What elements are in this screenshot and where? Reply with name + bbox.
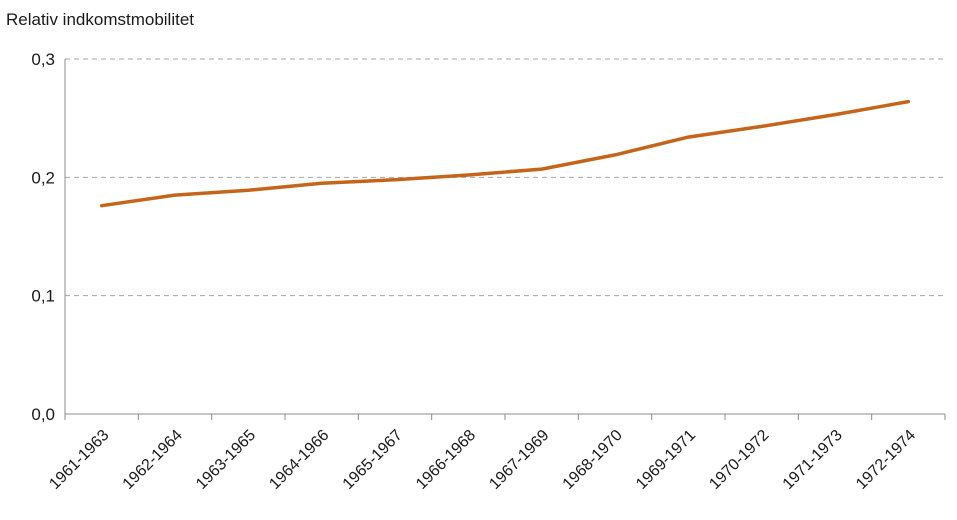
series-layer (99, 99, 911, 208)
x-tick-label: 1965-1967 (340, 427, 406, 493)
x-tick-label: 1970-1972 (706, 427, 772, 493)
y-tick-label: 0,1 (31, 287, 55, 306)
x-tick-label: 1971-1973 (780, 427, 846, 493)
axes (64, 59, 946, 420)
x-tick-label: 1969-1971 (633, 427, 699, 493)
y-tick-labels: 0,0 0,1 0,2 0,3 (31, 50, 55, 424)
x-tick-label: 1964-1966 (266, 427, 332, 493)
x-tick-label: 1972-1974 (853, 427, 919, 493)
x-tick-label: 1968-1970 (560, 427, 626, 493)
x-tick-label: 1963-1965 (193, 427, 259, 493)
y-axis-title: Relativ indkomstmobilitet (6, 10, 194, 29)
x-tick-label: 1962-1964 (120, 427, 186, 493)
x-tick-labels: 1961-1963 1962-1964 1963-1965 1964-1966 1965… (46, 427, 919, 493)
y-tick-label: 0,2 (31, 168, 55, 187)
y-tick-label: 0,3 (31, 50, 55, 69)
y-tick-label: 0,0 (31, 405, 55, 424)
x-tick-label: 1966-1968 (413, 427, 479, 493)
series-line (99, 99, 911, 208)
x-tick-label: 1967-1969 (486, 427, 552, 493)
grid-lines (65, 58, 945, 297)
x-tick-label: 1961-1963 (46, 427, 112, 493)
